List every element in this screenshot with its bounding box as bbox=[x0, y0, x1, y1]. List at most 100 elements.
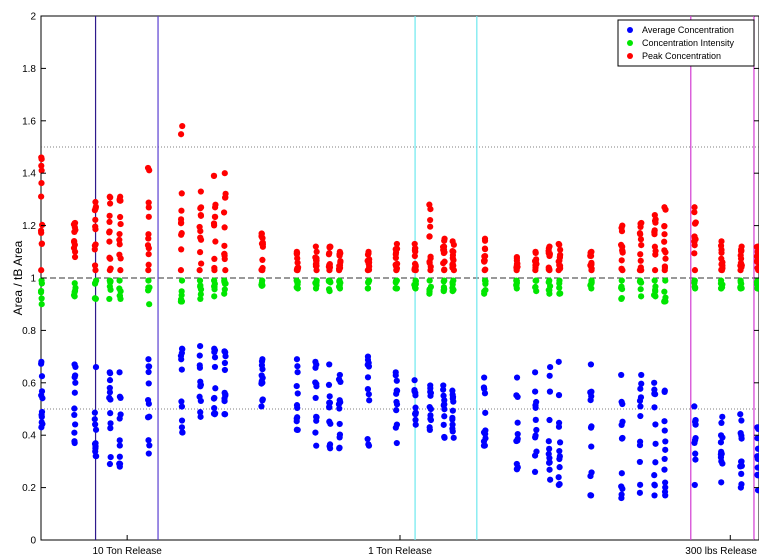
peak-concentration-point bbox=[117, 220, 124, 228]
peak-concentration-point bbox=[145, 261, 152, 268]
average-concentration-point bbox=[618, 371, 625, 379]
average-concentration-point bbox=[754, 435, 759, 442]
average-concentration-point bbox=[717, 432, 725, 439]
concentration-intensity-point bbox=[106, 295, 113, 303]
average-concentration-point bbox=[92, 421, 99, 428]
peak-concentration-point bbox=[546, 243, 553, 250]
average-concentration-point bbox=[39, 420, 46, 428]
peak-concentration-point bbox=[691, 238, 698, 245]
concentration-intensity-point bbox=[116, 292, 124, 300]
legend-label: Peak Concentration bbox=[642, 51, 721, 61]
average-concentration-point bbox=[197, 409, 204, 416]
average-concentration-point bbox=[738, 417, 745, 424]
concentration-intensity-point bbox=[718, 284, 726, 291]
concentration-intensity-point bbox=[652, 283, 659, 290]
peak-concentration-point bbox=[178, 207, 185, 214]
average-concentration-point bbox=[637, 385, 644, 392]
concentration-intensity-point bbox=[366, 277, 373, 284]
average-concentration-point bbox=[72, 379, 79, 386]
average-concentration-point bbox=[293, 356, 301, 363]
peak-concentration-point bbox=[738, 243, 745, 250]
peak-concentration-point bbox=[588, 265, 595, 272]
average-concentration-point bbox=[71, 438, 78, 445]
average-concentration-point bbox=[196, 393, 203, 400]
peak-concentration-point bbox=[197, 188, 204, 195]
average-concentration-point bbox=[106, 460, 114, 468]
average-concentration-point bbox=[411, 377, 418, 384]
average-concentration-point bbox=[532, 404, 539, 411]
average-concentration-point bbox=[146, 442, 153, 449]
peak-concentration-point bbox=[71, 253, 79, 261]
concentration-intensity-point bbox=[221, 286, 228, 293]
concentration-intensity-point bbox=[211, 277, 218, 284]
average-concentration-point bbox=[651, 404, 658, 411]
average-concentration-point bbox=[411, 386, 418, 394]
average-concentration-point bbox=[221, 398, 228, 405]
average-concentration-point bbox=[326, 418, 333, 425]
average-concentration-point bbox=[116, 437, 123, 444]
average-concentration-point bbox=[513, 392, 520, 399]
average-concentration-point bbox=[145, 380, 152, 387]
concentration-intensity-point bbox=[618, 283, 625, 290]
peak-concentration-point bbox=[177, 267, 185, 274]
average-concentration-point bbox=[212, 385, 219, 392]
peak-concentration-point bbox=[106, 200, 114, 207]
peak-concentration-point bbox=[38, 267, 45, 274]
peak-concentration-point bbox=[481, 245, 489, 252]
average-concentration-point bbox=[38, 411, 45, 419]
average-concentration-point bbox=[364, 353, 372, 360]
concentration-intensity-point bbox=[546, 282, 554, 290]
average-concentration-point bbox=[38, 358, 45, 365]
average-concentration-point bbox=[196, 362, 203, 369]
peak-concentration-point bbox=[198, 260, 205, 267]
peak-concentration-point bbox=[37, 227, 45, 234]
concentration-intensity-point bbox=[211, 286, 218, 293]
peak-concentration-point bbox=[326, 264, 334, 271]
peak-concentration-point bbox=[178, 190, 185, 197]
average-concentration-point bbox=[637, 481, 644, 488]
peak-concentration-point bbox=[450, 257, 457, 264]
average-concentration-point bbox=[210, 410, 218, 417]
average-concentration-point bbox=[364, 435, 371, 443]
average-concentration-point bbox=[514, 430, 521, 438]
concentration-intensity-point bbox=[412, 277, 419, 284]
average-concentration-point bbox=[106, 377, 114, 384]
average-concentration-point bbox=[546, 372, 553, 379]
peak-concentration-point bbox=[754, 249, 759, 256]
concentration-intensity-point bbox=[440, 286, 447, 294]
concentration-intensity-point bbox=[197, 295, 204, 303]
concentration-intensity-point bbox=[221, 277, 228, 284]
average-concentration-point bbox=[427, 412, 434, 419]
average-concentration-point bbox=[427, 389, 435, 397]
peak-concentration-point bbox=[638, 219, 645, 227]
average-concentration-point bbox=[754, 471, 759, 478]
average-concentration-point bbox=[412, 416, 419, 423]
peak-concentration-point bbox=[588, 248, 595, 255]
peak-concentration-point bbox=[116, 230, 123, 238]
average-concentration-point bbox=[211, 394, 218, 402]
peak-concentration-point bbox=[221, 250, 228, 258]
peak-concentration-point bbox=[337, 259, 344, 266]
peak-concentration-point bbox=[107, 265, 114, 272]
peak-concentration-point bbox=[546, 250, 553, 257]
peak-concentration-point bbox=[259, 243, 267, 250]
average-concentration-point bbox=[258, 380, 265, 387]
average-concentration-point bbox=[258, 403, 265, 410]
x-tick-label: 300 lbs Release bbox=[685, 546, 757, 557]
concentration-intensity-point bbox=[450, 277, 457, 284]
y-tick-label: 1.4 bbox=[22, 169, 36, 180]
average-concentration-point bbox=[71, 429, 78, 436]
average-concentration-point bbox=[71, 405, 78, 412]
average-concentration-point bbox=[637, 403, 644, 410]
average-concentration-point bbox=[587, 397, 594, 404]
average-concentration-point bbox=[482, 409, 489, 416]
peak-concentration-point bbox=[691, 204, 698, 211]
concentration-intensity-point bbox=[618, 277, 625, 284]
concentration-intensity-point bbox=[637, 286, 644, 293]
average-concentration-point bbox=[197, 413, 204, 420]
x-tick-label: 1 Ton Release bbox=[368, 546, 432, 557]
average-concentration-point bbox=[313, 442, 320, 449]
concentration-intensity-point bbox=[513, 277, 520, 284]
peak-concentration-point bbox=[618, 265, 625, 272]
peak-concentration-point bbox=[637, 236, 645, 243]
